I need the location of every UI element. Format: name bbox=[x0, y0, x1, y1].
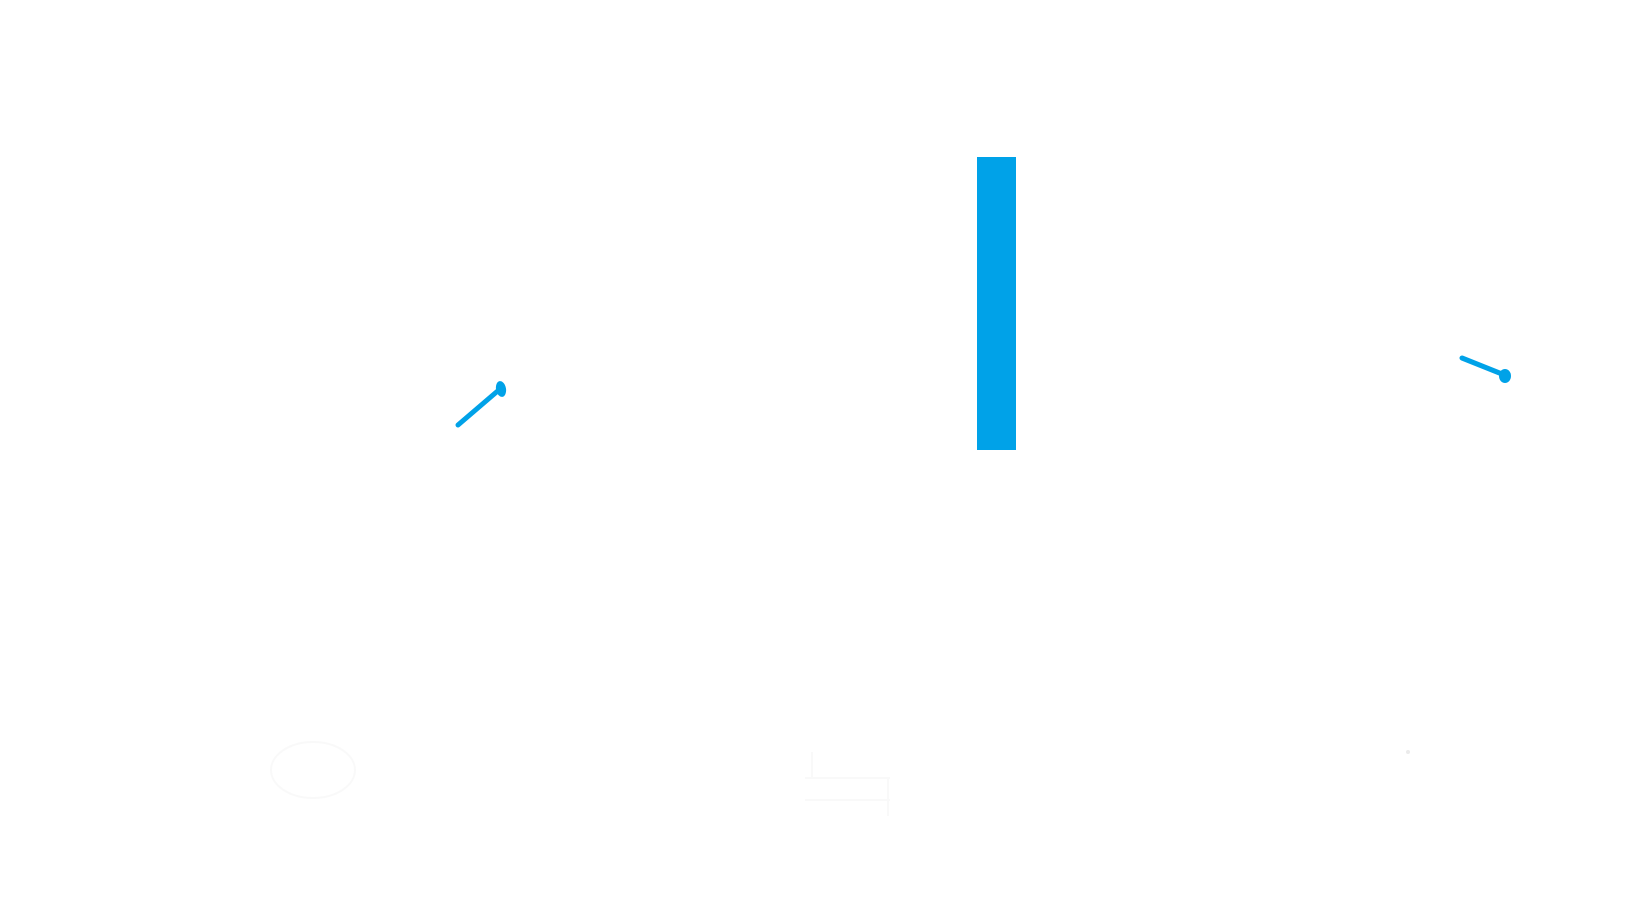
right-blue-stroke-icon bbox=[1459, 355, 1511, 383]
faint-ellipse-icon bbox=[270, 741, 356, 799]
center-blue-bar-icon bbox=[977, 157, 1016, 450]
left-blue-stroke-icon bbox=[455, 381, 507, 428]
faint-lines-icon bbox=[805, 752, 890, 816]
faint-mark-icon bbox=[1406, 750, 1410, 754]
